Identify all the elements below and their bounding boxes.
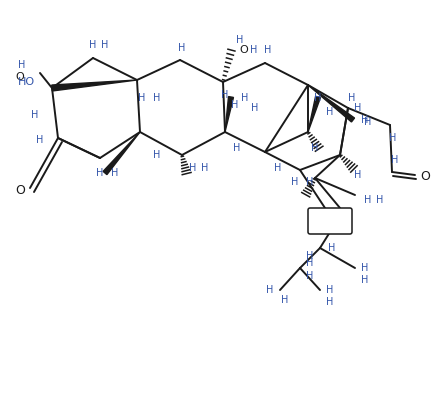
Text: H: H	[326, 107, 334, 117]
Text: H: H	[306, 271, 313, 281]
Text: H: H	[306, 177, 313, 187]
Text: H: H	[236, 35, 244, 45]
Text: H: H	[264, 45, 271, 55]
Text: Abs: Abs	[320, 215, 339, 225]
Text: H: H	[36, 135, 44, 145]
Text: H: H	[241, 93, 249, 103]
Text: H: H	[389, 133, 397, 143]
Text: H: H	[138, 93, 145, 103]
Text: H: H	[306, 251, 313, 261]
Text: H: H	[376, 195, 384, 205]
Text: H: H	[153, 93, 161, 103]
Text: H: H	[348, 93, 355, 103]
Text: H: H	[89, 40, 97, 50]
Text: H: H	[354, 170, 362, 180]
Text: H: H	[328, 243, 336, 253]
Text: H: H	[354, 103, 362, 113]
Text: O: O	[239, 45, 249, 55]
Text: H: H	[361, 275, 368, 285]
Polygon shape	[225, 97, 233, 132]
Text: H: H	[291, 177, 299, 187]
Text: H: H	[31, 110, 39, 120]
Text: H: H	[189, 163, 197, 173]
Polygon shape	[103, 132, 140, 175]
FancyBboxPatch shape	[308, 208, 352, 234]
Text: H: H	[221, 90, 229, 100]
Text: H: H	[364, 195, 372, 205]
Text: H: H	[233, 143, 241, 153]
Text: H: H	[306, 258, 313, 268]
Text: H: H	[326, 285, 334, 295]
Text: H: H	[96, 168, 103, 178]
Text: H: H	[391, 155, 399, 165]
Polygon shape	[52, 80, 137, 91]
Text: H: H	[231, 100, 239, 110]
Text: H: H	[153, 150, 161, 160]
Text: H: H	[311, 143, 319, 153]
Polygon shape	[308, 97, 320, 132]
Text: H: H	[364, 117, 372, 127]
Text: H: H	[111, 168, 119, 178]
Polygon shape	[308, 85, 355, 122]
Text: H: H	[275, 163, 282, 173]
Text: H: H	[281, 295, 289, 305]
Text: H: H	[201, 163, 209, 173]
Text: H: H	[266, 285, 274, 295]
Text: H: H	[361, 115, 368, 125]
Text: H: H	[18, 60, 26, 70]
Text: HO: HO	[18, 77, 35, 87]
Text: H: H	[251, 103, 259, 113]
Text: H: H	[101, 40, 109, 50]
Text: H: H	[178, 43, 186, 53]
Text: O: O	[15, 183, 25, 196]
Text: O: O	[420, 171, 430, 183]
Text: O: O	[16, 72, 24, 82]
Text: H: H	[361, 263, 368, 273]
Text: H: H	[326, 297, 334, 307]
Text: H: H	[250, 45, 258, 55]
Text: H: H	[314, 93, 322, 103]
